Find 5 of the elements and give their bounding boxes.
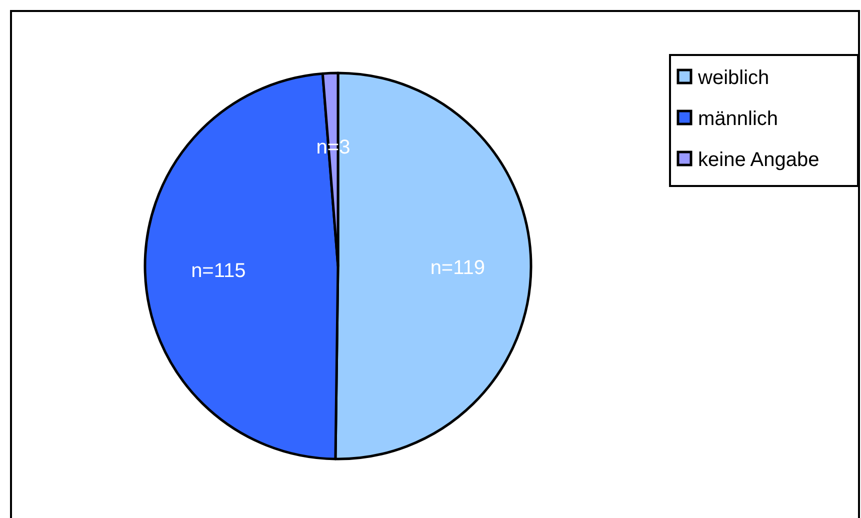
data-label: n=119 xyxy=(430,256,485,279)
legend-label: keine Angabe xyxy=(698,149,820,171)
data-label: n=115 xyxy=(191,260,246,282)
legend-label: männlich xyxy=(698,108,778,130)
legend-label: weiblich xyxy=(697,67,770,89)
